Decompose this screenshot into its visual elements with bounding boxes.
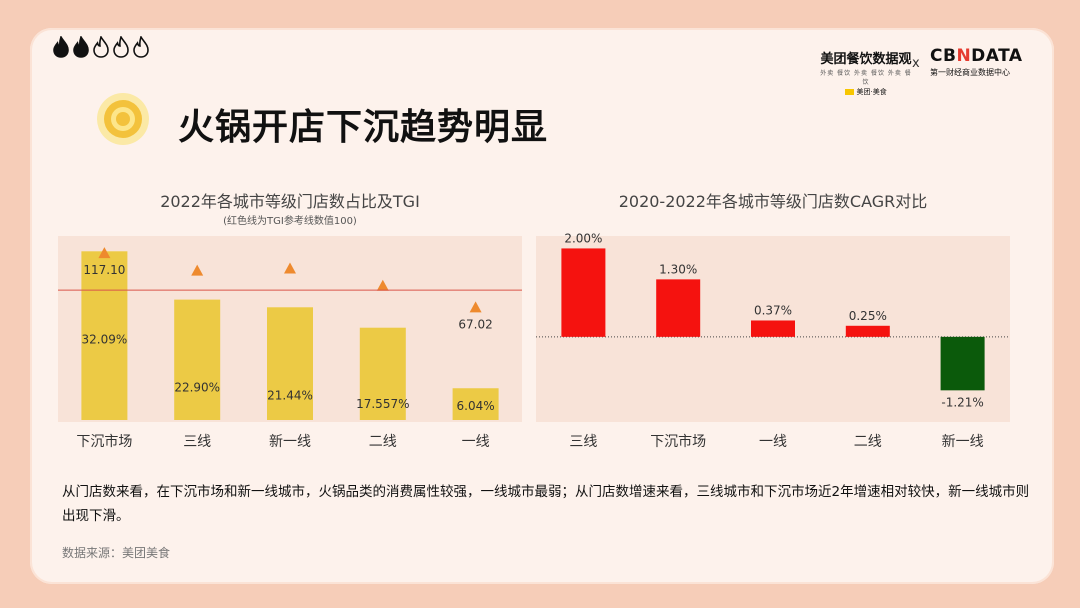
chart1-bar bbox=[81, 251, 128, 420]
meituan-logo-name: 美团餐饮数据观 bbox=[820, 52, 912, 67]
chart2-data-label: 1.30% bbox=[659, 262, 697, 276]
chart1-bar bbox=[267, 307, 313, 420]
chart2-bar bbox=[751, 320, 795, 337]
cbndata-logo: CBNDATA 第一财经商业数据中心 bbox=[930, 46, 1040, 78]
logo-separator: x bbox=[912, 56, 920, 71]
chart1-data-label: 32.09% bbox=[82, 332, 128, 346]
chart1-category-label: 下沉市场 bbox=[76, 433, 132, 450]
chart2-category-label: 新一线 bbox=[942, 434, 984, 450]
chart1-data-label: 21.44% bbox=[267, 388, 313, 402]
flame-outline-icon bbox=[133, 36, 149, 58]
chart2-data-label: 0.25% bbox=[849, 309, 887, 323]
chart2-category-label: 二线 bbox=[854, 434, 882, 450]
chart1-bar bbox=[174, 299, 221, 420]
chart1-title: 2022年各城市等级门店数占比及TGI bbox=[160, 192, 420, 211]
chart1-data-label: 22.90% bbox=[174, 381, 220, 395]
chart1-bar bbox=[359, 327, 406, 420]
chart1-tgi-marker bbox=[191, 264, 204, 276]
cbndata-logo-sub: 第一财经商业数据中心 bbox=[930, 68, 1010, 77]
chart2-bar bbox=[940, 336, 985, 391]
chart2-category-label: 三线 bbox=[569, 434, 597, 450]
chart1-data-label: 17.557% bbox=[356, 397, 409, 411]
flame-filled-icon bbox=[53, 36, 69, 58]
chart2-data-label: 0.37% bbox=[754, 303, 792, 317]
flame-outline-icon bbox=[93, 36, 109, 58]
chart2-data-label: -1.21% bbox=[941, 395, 983, 409]
flame-outline-icon bbox=[113, 36, 129, 58]
chart1-tgi-marker bbox=[284, 262, 296, 274]
chart1-category-label: 一线 bbox=[462, 434, 490, 450]
chart1-tgi-marker bbox=[469, 301, 482, 313]
source-note: 数据来源：美团美食 bbox=[62, 546, 171, 560]
chart2-bar bbox=[561, 248, 606, 337]
charts-svg: 32.09% 下沉市场 117.10 22.90% 三线 21.44% 新一线 17.557%… bbox=[58, 231, 1010, 450]
chart2-category-label: 下沉市场 bbox=[650, 433, 706, 450]
meituan-logo-sub: 美团·美食 bbox=[818, 87, 914, 97]
chart2-bar bbox=[656, 279, 701, 337]
description-text: 从门店数来看，在下沉市场和新一线城市，火锅品类的消费属性较强，一线城市最弱；从门… bbox=[62, 484, 1030, 524]
chart2-title: 2020-2022年各城市等级门店数CAGR对比 bbox=[618, 192, 928, 211]
chart1-tgi-marker bbox=[376, 279, 389, 291]
chart1-data-label: 6.04% bbox=[457, 399, 495, 413]
meituan-logo: 美团餐饮数据观 外卖 餐饮 外卖 餐饮 外卖 餐饮 美团·美食 bbox=[818, 48, 914, 97]
page-title: 火锅开店下沉趋势明显 bbox=[178, 107, 549, 148]
chart1-tgi-label: 67.02 bbox=[458, 317, 492, 331]
flame-rating bbox=[52, 36, 150, 58]
chart1-tgi-marker bbox=[98, 247, 111, 259]
chart1-category-label: 三线 bbox=[183, 434, 211, 450]
flame-filled-icon bbox=[73, 36, 89, 58]
chart1-tgi-label: 117.10 bbox=[83, 263, 125, 277]
chart2-data-label: 2.00% bbox=[564, 231, 602, 245]
target-icon bbox=[97, 93, 149, 145]
chart1-subtitle: (红色线为TGI参考线数值100) bbox=[223, 216, 357, 227]
chart2-category-label: 一线 bbox=[759, 434, 787, 450]
chart1-category-label: 二线 bbox=[369, 434, 397, 450]
meituan-logo-tagline: 外卖 餐饮 外卖 餐饮 外卖 餐饮 bbox=[820, 70, 912, 86]
chart1-category-label: 新一线 bbox=[269, 434, 311, 450]
chart1-bar bbox=[452, 388, 499, 420]
chart2-bar bbox=[845, 325, 890, 337]
